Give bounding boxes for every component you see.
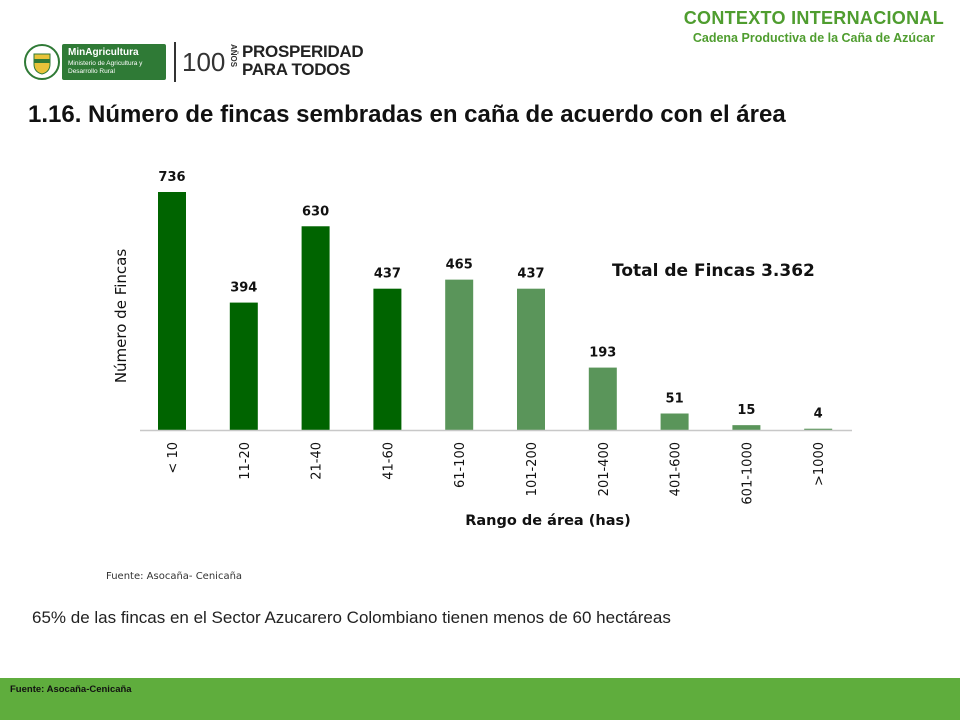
value-label-1: 394 <box>230 281 257 296</box>
chart-source: Fuente: Asocaña- Cenicaña <box>106 571 243 582</box>
slide-title: 1.16. Número de fincas sembradas en caña… <box>28 101 786 128</box>
bar-4 <box>445 279 474 430</box>
tick-label-7: 401-600 <box>669 442 684 496</box>
value-label-7: 51 <box>666 392 684 407</box>
summary-note: 65% de las fincas en el Sector Azucarero… <box>32 608 671 627</box>
bars-group <box>158 192 833 430</box>
value-labels-group: 736 394 630 437 465 437 193 51 15 4 <box>158 170 822 422</box>
bar-6 <box>588 367 617 430</box>
tick-label-2: 21-40 <box>310 442 325 480</box>
tick-label-3: 41-60 <box>381 442 396 480</box>
x-axis-label: Rango de área (has) <box>465 513 631 529</box>
anniversary-years: 100 <box>174 42 225 82</box>
value-label-2: 630 <box>302 204 329 219</box>
ministry-name: MinAgricultura <box>68 47 139 58</box>
value-label-9: 4 <box>814 407 823 422</box>
bar-5 <box>517 288 545 430</box>
tick-label-6: 201-400 <box>597 442 612 496</box>
slogan-logo: PROSPERIDAD PARA TODOS <box>242 42 364 79</box>
tick-label-0: < 10 <box>166 442 181 474</box>
bar-3 <box>373 288 402 430</box>
bar-1 <box>229 302 258 430</box>
coat-of-arms-icon <box>24 44 60 80</box>
total-annotation: Total de Fincas 3.362 <box>612 261 815 281</box>
value-label-8: 15 <box>737 403 755 418</box>
bar-0 <box>158 192 186 430</box>
header-subtitle: Cadena Productiva de la Caña de Azúcar <box>692 31 935 45</box>
tick-label-5: 101-200 <box>525 442 540 496</box>
value-label-6: 193 <box>589 346 616 361</box>
footer-source: Fuente: Asocaña-Cenicaña <box>10 684 132 695</box>
tick-label-4: 61-100 <box>453 442 468 488</box>
ministry-logo: MinAgricultura Ministerio de Agricultura… <box>62 44 166 80</box>
tick-label-8: 601-1000 <box>740 442 755 505</box>
tick-label-1: 11-20 <box>238 442 253 480</box>
value-label-0: 736 <box>158 170 185 185</box>
bar-2 <box>301 226 330 430</box>
value-label-3: 437 <box>374 267 401 282</box>
bar-7 <box>660 413 689 430</box>
value-label-4: 465 <box>446 258 473 273</box>
ministry-description: Ministerio de Agricultura y Desarrollo R… <box>68 60 143 75</box>
y-axis-label: Número de Fincas <box>112 249 130 384</box>
slogan-line-2: PARA TODOS <box>242 60 351 79</box>
bar-8 <box>732 425 761 430</box>
value-label-5: 437 <box>517 267 544 282</box>
bar-9 <box>804 428 833 430</box>
tick-labels-group: < 10 11-20 21-40 41-60 61-100 101-200 201-400 4… <box>166 442 827 505</box>
footer-bar: Fuente: Asocaña-Cenicaña <box>0 678 960 720</box>
header: CONTEXTO INTERNACIONAL Cadena Productiva… <box>684 8 944 45</box>
anniversary-suffix: AÑOS <box>229 44 238 68</box>
header-title: CONTEXTO INTERNACIONAL <box>683 8 944 28</box>
tick-label-9: >1000 <box>812 442 827 486</box>
logo-strip: MinAgricultura Ministerio de Agricultura… <box>24 40 384 84</box>
slogan-line-1: PROSPERIDAD <box>242 42 364 61</box>
